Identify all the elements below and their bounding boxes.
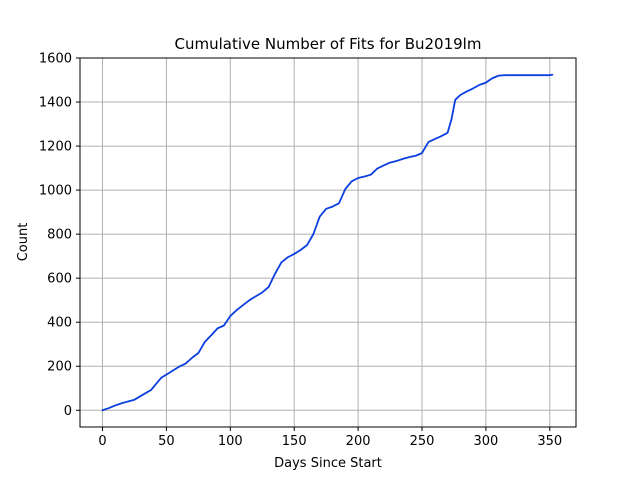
y-tick-label: 1000	[39, 184, 72, 199]
y-tick-label: 800	[47, 228, 72, 243]
plot-frame	[79, 57, 577, 428]
y-tick-label: 1400	[39, 96, 72, 111]
series-layer	[101, 73, 554, 412]
grid	[80, 57, 576, 427]
axis-ticks: 0 50 100 150 200 250 300 350 0 200 400 600 800 1000 12…	[39, 52, 562, 450]
series-line-0	[101, 73, 554, 412]
x-tick-label: 350	[537, 434, 562, 449]
x-tick-label: 250	[410, 434, 435, 449]
y-tick-label: 1600	[39, 52, 72, 67]
y-tick-label: 1200	[39, 140, 72, 155]
x-axis-label: Days Since Start	[274, 456, 382, 471]
chart-title: Cumulative Number of Fits for Bu2019lm	[175, 35, 482, 53]
y-tick-label: 200	[47, 360, 72, 375]
x-tick-label: 150	[282, 434, 307, 449]
x-tick-label: 50	[158, 434, 175, 449]
y-tick-label: 600	[47, 272, 72, 287]
x-tick-label: 300	[473, 434, 498, 449]
x-tick-label: 200	[346, 434, 371, 449]
y-tick-label: 400	[47, 316, 72, 331]
x-tick-label: 0	[98, 434, 106, 449]
x-tick-label: 100	[218, 434, 243, 449]
y-axis-label: Count	[16, 223, 31, 262]
y-tick-label: 0	[64, 404, 72, 419]
